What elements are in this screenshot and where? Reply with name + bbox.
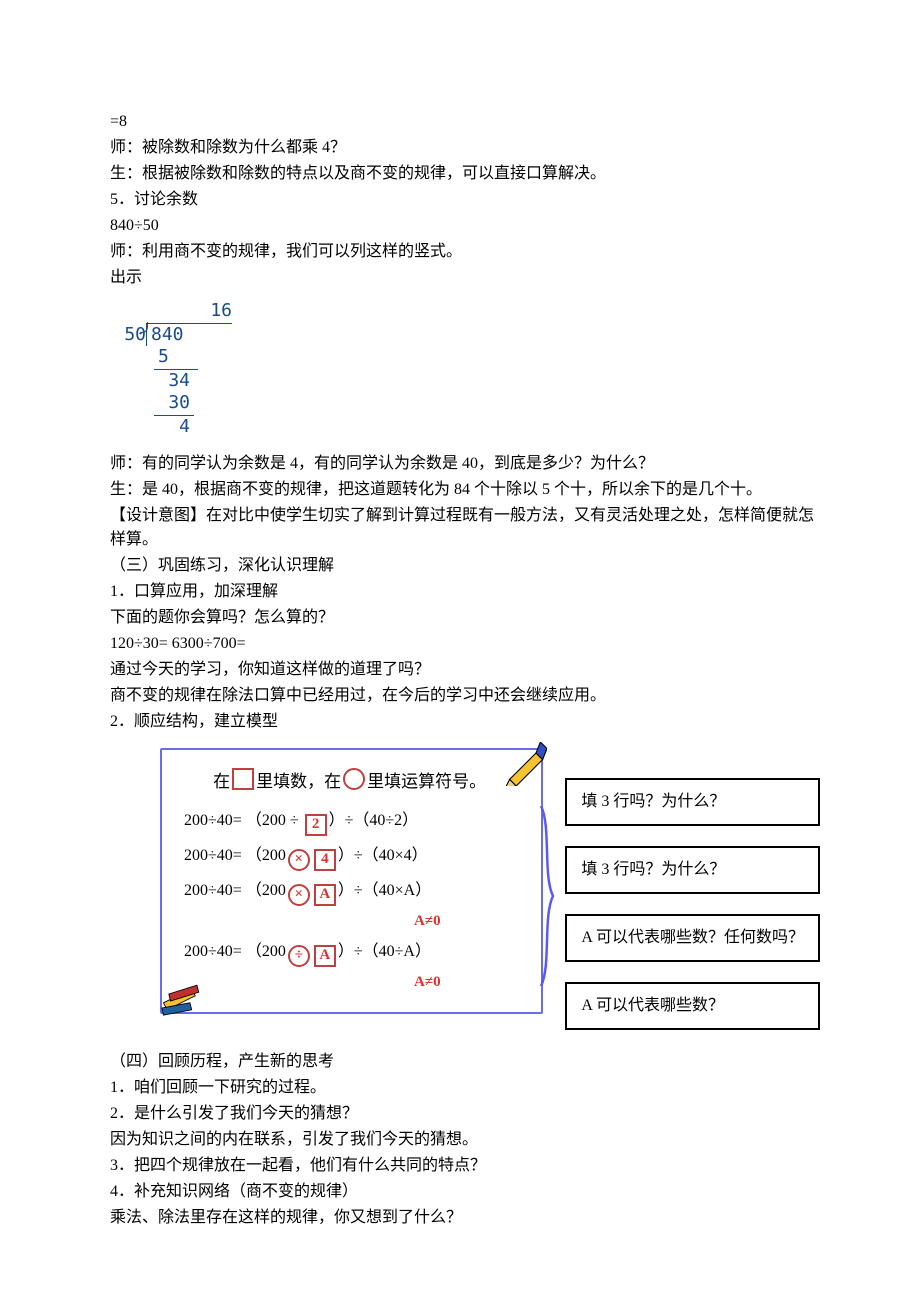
text-line: 师：有的同学认为余数是 4，有的同学认为余数是 40，到底是多少？为什么？ [110, 452, 820, 476]
dividend: 840 [146, 324, 191, 347]
circle-filled: × [288, 849, 310, 871]
step-subtract: 5 [154, 346, 198, 370]
text-line: 120÷30= 6300÷700= [110, 632, 820, 656]
text-line: 4．补充知识网络（商不变的规律） [110, 1180, 820, 1204]
brace-icon [539, 806, 555, 986]
square-blank-icon [232, 768, 254, 790]
row-lhs: 200÷40= [184, 882, 242, 899]
side-question: 填 3 行吗？为什么？ [565, 778, 820, 826]
row-text: ）÷（40×4） [338, 847, 428, 864]
text-line: 【设计意图】在对比中使学生切实了解到计算过程既有一般方法，又有灵活处理之处，怎样… [110, 504, 820, 552]
row-text: （200 [246, 847, 286, 864]
exercise-figure: 在 里填数，在 里填运算符号。 200÷40= （200 ÷ 2）÷（40÷2） 2… [160, 748, 820, 1030]
row-text: （200 [246, 943, 286, 960]
circle-filled: × [288, 884, 310, 906]
row-text: ）÷（40×A） [338, 882, 431, 899]
text-line: 师：利用商不变的规律，我们可以列这样的竖式。 [110, 240, 820, 264]
remainder: 4 [154, 416, 194, 439]
text-line: （三）巩固练习，深化认识理解 [110, 554, 820, 578]
text-line: 商不变的规律在除法口算中已经用过，在今后的学习中还会继续应用。 [110, 684, 820, 708]
exercise-row: 200÷40= （200×4）÷（40×4） [184, 844, 515, 871]
pencils-icon [160, 972, 204, 1016]
side-question: A 可以代表哪些数？任何数吗？ [565, 914, 820, 962]
title-text: 在 [213, 772, 230, 791]
row-text: （200 [246, 882, 286, 899]
side-question: 填 3 行吗？为什么？ [565, 846, 820, 894]
row-lhs: 200÷40= [184, 812, 242, 829]
side-question: A 可以代表哪些数？ [565, 982, 820, 1030]
text-line: 生：根据被除数和除数的特点以及商不变的规律，可以直接口算解决。 [110, 162, 820, 186]
row-lhs: 200÷40= [184, 847, 242, 864]
square-filled: A [314, 945, 336, 967]
text-line: 2．顺应结构，建立模型 [110, 710, 820, 734]
text-line: =8 [110, 110, 820, 134]
square-filled: 4 [314, 849, 336, 871]
quotient: 16 [146, 300, 232, 324]
long-division-figure: 16 50 840 5 34 30 4 [120, 300, 820, 438]
text-line: 2．是什么引发了我们今天的猜想？ [110, 1102, 820, 1126]
exercise-panel: 在 里填数，在 里填运算符号。 200÷40= （200 ÷ 2）÷（40÷2） 2… [160, 748, 543, 1014]
square-filled: 2 [305, 814, 327, 836]
text-line: 1．咱们回顾一下研究的过程。 [110, 1076, 820, 1100]
exercise-title: 在 里填数，在 里填运算符号。 [184, 768, 515, 795]
text-line: 通过今天的学习，你知道这样做的道理了吗？ [110, 658, 820, 682]
title-text: 里填数，在 [256, 772, 341, 791]
constraint-note: A≠0 [414, 971, 515, 994]
side-questions: 填 3 行吗？为什么？ 填 3 行吗？为什么？ A 可以代表哪些数？任何数吗？ … [565, 778, 820, 1030]
text-line: 1．口算应用，加深理解 [110, 580, 820, 604]
text-line: 下面的题你会算吗？怎么算的？ [110, 606, 820, 630]
text-line: 乘法、除法里存在这样的规律，你又想到了什么？ [110, 1206, 820, 1230]
text-line: 师：被除数和除数为什么都乘 4？ [110, 136, 820, 160]
row-text: （200 ÷ [246, 812, 303, 829]
text-line: 因为知识之间的内在联系，引发了我们今天的猜想。 [110, 1128, 820, 1152]
exercise-row: 200÷40= （200÷A）÷（40÷A） [184, 940, 515, 967]
constraint-note: A≠0 [414, 910, 515, 933]
text-line: 3．把四个规律放在一起看，他们有什么共同的特点？ [110, 1154, 820, 1178]
text-line: 5．讨论余数 [110, 188, 820, 212]
text-line: （四）回顾历程，产生新的思考 [110, 1050, 820, 1074]
circle-blank-icon [343, 768, 365, 790]
step-bring-down: 34 [154, 370, 194, 393]
square-filled: A [314, 884, 336, 906]
document-page: =8 师：被除数和除数为什么都乘 4？ 生：根据被除数和除数的特点以及商不变的规… [0, 0, 920, 1292]
title-text: 里填运算符号。 [367, 772, 486, 791]
exercise-row: 200÷40= （200×A）÷（40×A） [184, 879, 515, 906]
step-subtract: 30 [154, 392, 194, 416]
circle-filled: ÷ [288, 945, 310, 967]
exercise-row: 200÷40= （200 ÷ 2）÷（40÷2） [184, 809, 515, 836]
row-text: ）÷（40÷2） [329, 812, 419, 829]
text-line: 生：是 40，根据商不变的规律，把这道题转化为 84 个十除以 5 个十，所以余… [110, 478, 820, 502]
text-line: 出示 [110, 266, 820, 290]
pencil-icon [503, 742, 547, 786]
row-lhs: 200÷40= [184, 943, 242, 960]
row-text: ）÷（40÷A） [338, 943, 431, 960]
text-line: 840÷50 [110, 214, 820, 238]
